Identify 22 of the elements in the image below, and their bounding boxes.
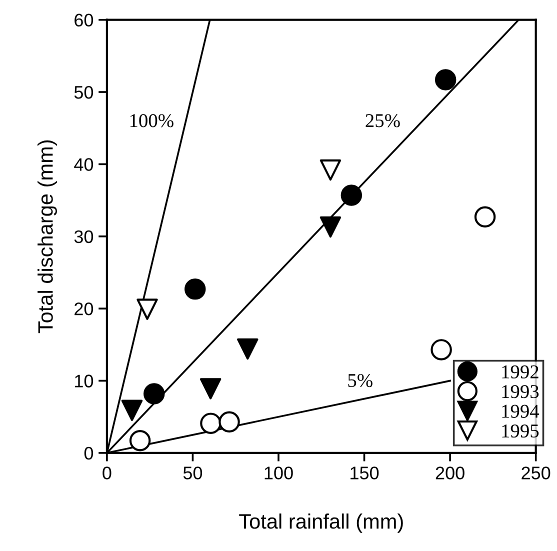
y-tick-label: 60 <box>74 14 94 27</box>
y-tick-label: 10 <box>75 374 94 388</box>
annotation: 5% <box>348 374 372 388</box>
legend-label: 1995 <box>502 424 539 438</box>
x-tick-label: 150 <box>350 466 379 480</box>
legend-label: 1992 <box>502 365 538 378</box>
y-tick-label: 0 <box>84 446 94 460</box>
x-tick-label: 0 <box>102 466 112 480</box>
x-tick-label: 250 <box>522 466 550 480</box>
annotation: 25% <box>366 114 400 128</box>
x-tick-label: 100 <box>264 466 293 480</box>
y-axis-title: Total discharge (mm) <box>38 140 57 334</box>
y-tick-label: 30 <box>74 230 94 244</box>
legend-label: 1993 <box>502 385 539 398</box>
y-tick-label: 50 <box>74 86 94 99</box>
x-tick-label: 50 <box>183 466 202 480</box>
annotation: 100% <box>130 114 174 128</box>
x-tick-label: 200 <box>436 466 464 480</box>
y-tick-label: 20 <box>74 302 94 316</box>
legend-label: 1994 <box>502 404 540 418</box>
x-axis-title: Total rainfall (mm) <box>239 514 403 533</box>
y-tick-label: 40 <box>74 158 94 171</box>
